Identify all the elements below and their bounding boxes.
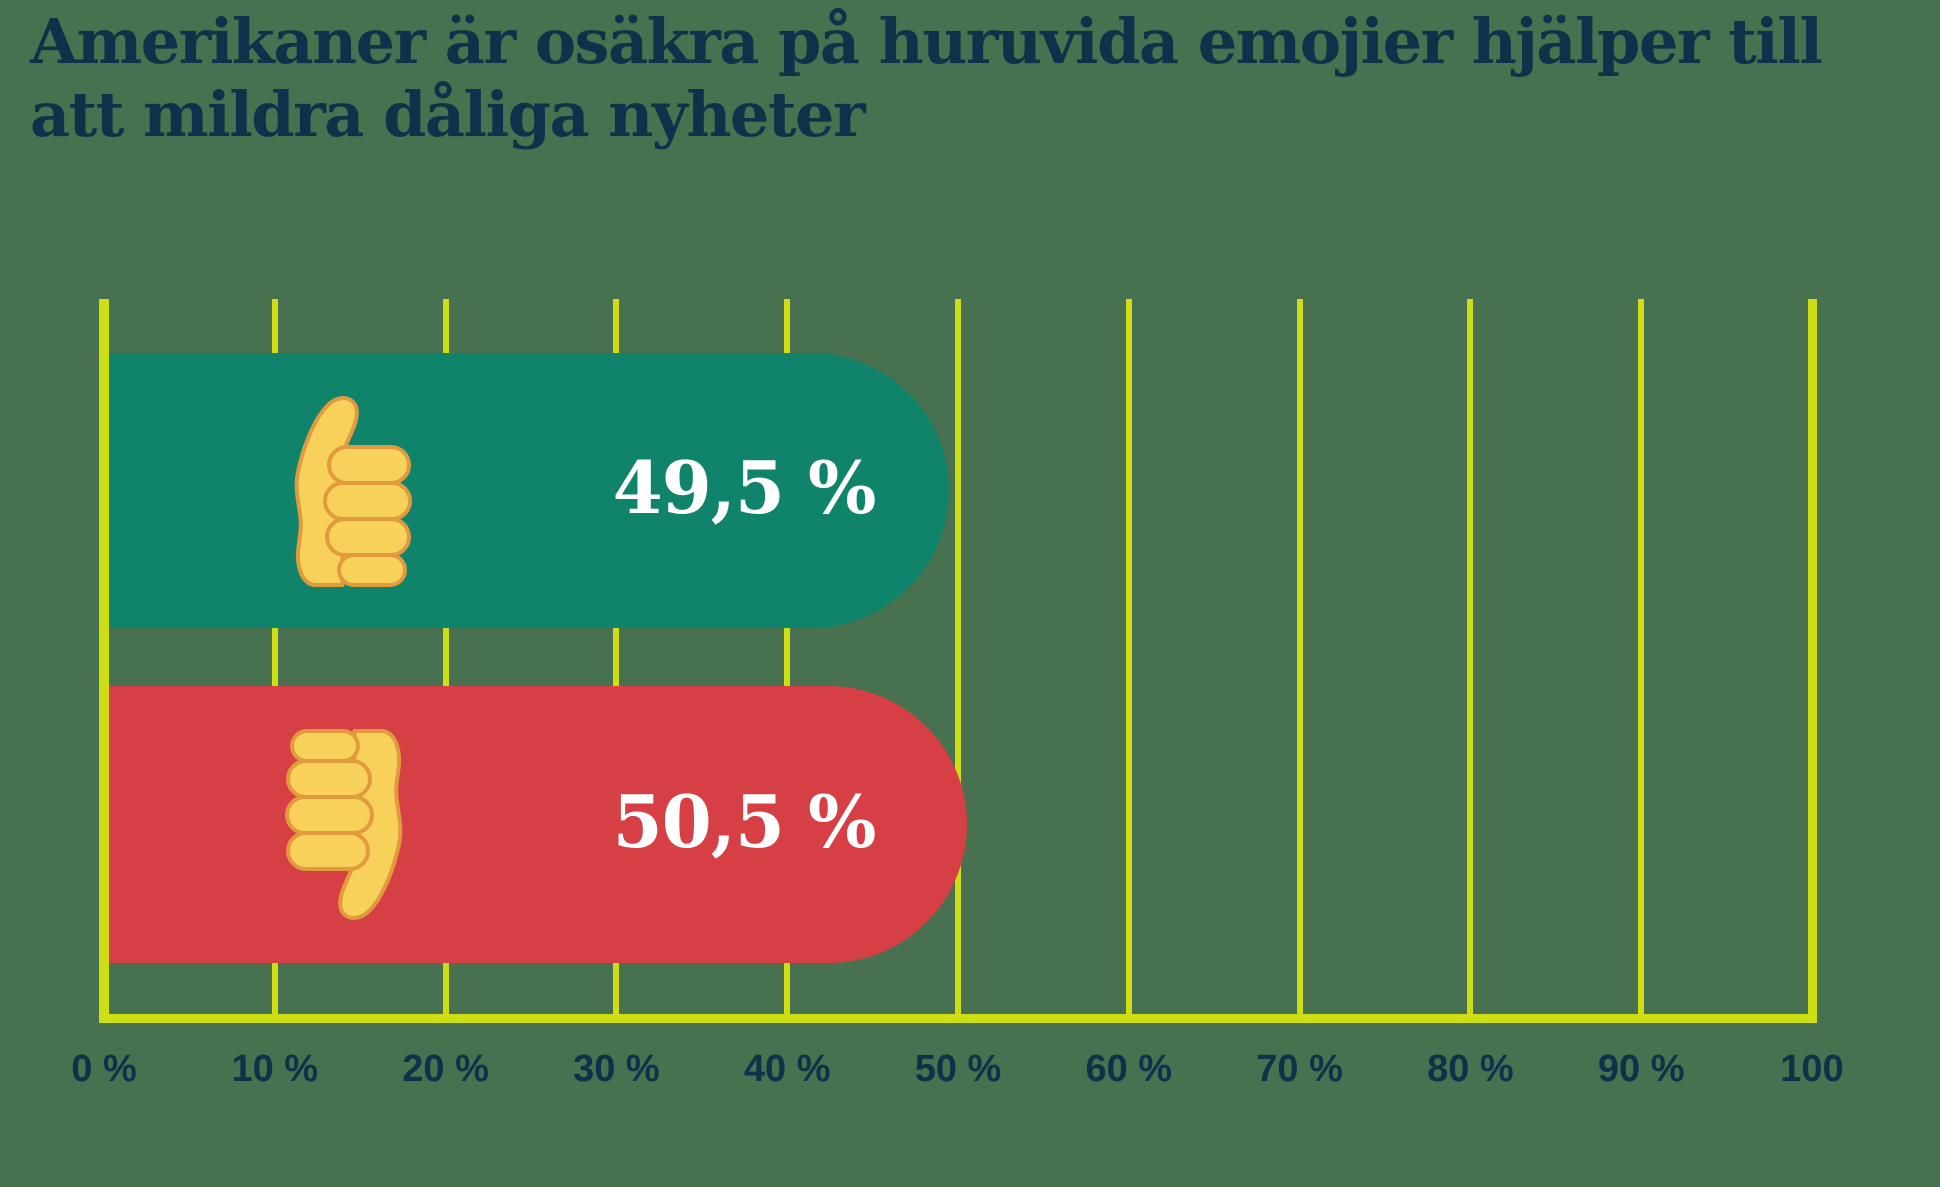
gridline-80 bbox=[1467, 299, 1474, 1014]
gridline-60 bbox=[1125, 299, 1132, 1014]
title-line-1: Amerikaner är osäkra på huruvida emojier… bbox=[30, 5, 1823, 78]
x-tick-label-70: 70 % bbox=[1256, 1048, 1343, 1090]
gridline-30 bbox=[613, 299, 620, 1014]
title-line-2: att mildra dåliga nyheter bbox=[30, 77, 866, 151]
bar-value-label: 50,5 % bbox=[612, 778, 877, 864]
x-axis-line bbox=[99, 1014, 1817, 1023]
gridline-40 bbox=[784, 299, 791, 1014]
x-tick-label-80: 80 % bbox=[1427, 1048, 1514, 1090]
x-tick-label-90: 90 % bbox=[1597, 1048, 1685, 1090]
gridline-0 bbox=[99, 299, 109, 1014]
x-tick-label-10: 10 % bbox=[231, 1048, 319, 1090]
bar-value-label: 49,5 % bbox=[612, 444, 877, 530]
x-tick-label-50: 50 % bbox=[914, 1048, 1002, 1090]
gridline-90 bbox=[1638, 299, 1645, 1014]
x-tick-label-100: 100 bbox=[1780, 1048, 1844, 1090]
bar-thumbs-down: 50,5 % bbox=[109, 686, 967, 963]
gridline-100 bbox=[1807, 299, 1817, 1014]
gridline-10 bbox=[271, 299, 278, 1014]
gridline-70 bbox=[1296, 299, 1303, 1014]
x-tick-label-0: 0 % bbox=[71, 1048, 137, 1090]
thumbs-down-icon bbox=[285, 728, 412, 921]
bar-thumbs-up: 49,5 % bbox=[109, 353, 949, 628]
thumbs-up-icon bbox=[285, 395, 412, 587]
page-title: Amerikaner är osäkra på huruvida emojier… bbox=[30, 5, 1920, 151]
x-tick-label-20: 20 % bbox=[402, 1048, 489, 1090]
gridline-50 bbox=[955, 299, 961, 1014]
x-tick-label-60: 60 % bbox=[1085, 1048, 1173, 1090]
x-tick-label-30: 30 % bbox=[573, 1048, 660, 1090]
gridline-20 bbox=[442, 299, 449, 1014]
x-tick-label-40: 40 % bbox=[743, 1048, 831, 1090]
